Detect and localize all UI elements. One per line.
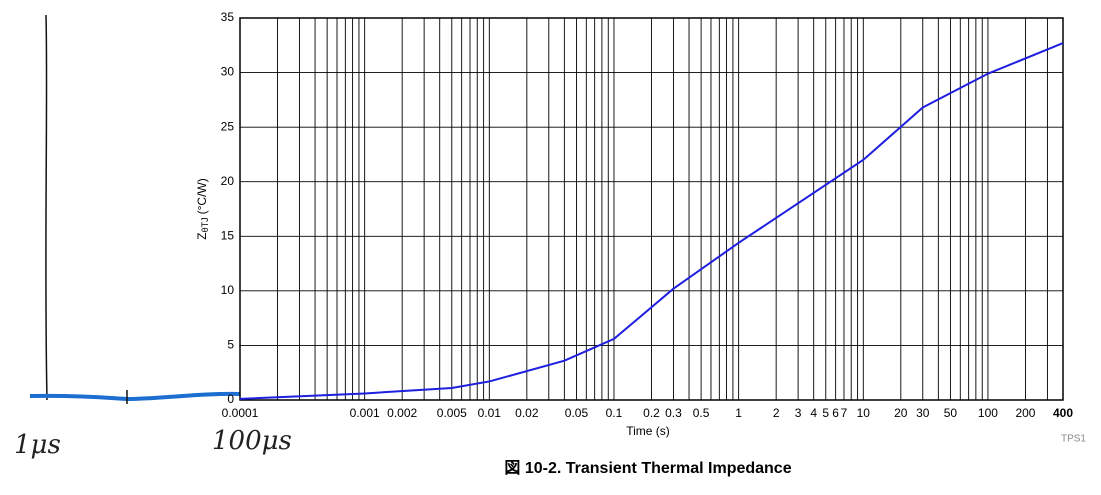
x-tick-label: 1 bbox=[735, 406, 742, 420]
x-tick-label: 2 bbox=[773, 406, 780, 420]
x-tick-label: 400 bbox=[1053, 406, 1073, 420]
y-tick-label: 35 bbox=[221, 10, 235, 24]
x-tick-label: 4 bbox=[810, 406, 817, 420]
x-axis-label: Time (s) bbox=[626, 424, 670, 438]
y-tick-label: 25 bbox=[221, 119, 235, 133]
x-tick-label: 50 bbox=[944, 406, 958, 420]
x-tick-label: 20 bbox=[894, 406, 908, 420]
x-tick-label: 0.001 bbox=[350, 406, 380, 420]
y-tick-label: 15 bbox=[221, 228, 235, 242]
x-tick-label: 0.02 bbox=[515, 406, 539, 420]
x-tick-label: 0.5 bbox=[693, 406, 710, 420]
x-tick-label: 0.0001 bbox=[222, 406, 259, 420]
x-tick-label: 200 bbox=[1015, 406, 1035, 420]
x-tick-label: 0.01 bbox=[478, 406, 502, 420]
y-tick-label: 0 bbox=[227, 392, 234, 406]
annotation: 1μs bbox=[14, 430, 61, 460]
y-label-sub: θTJ bbox=[200, 217, 210, 232]
x-tick-label: 7 bbox=[841, 406, 848, 420]
x-tick-label: 30 bbox=[916, 406, 930, 420]
x-tick-label: 0.1 bbox=[606, 406, 623, 420]
watermark: TPS1 bbox=[1061, 434, 1086, 445]
y-axis-label: ZθTJ (°C/W) bbox=[195, 178, 210, 239]
annotation: 100μs bbox=[212, 426, 292, 456]
y-label-main: Z bbox=[195, 232, 209, 239]
x-tick-label: 3 bbox=[795, 406, 802, 420]
x-tick-label: 0.3 bbox=[665, 406, 682, 420]
y-tick-label: 20 bbox=[221, 174, 235, 188]
y-tick-label: 10 bbox=[221, 283, 235, 297]
x-tick-label: 0.002 bbox=[387, 406, 417, 420]
hand-stroke bbox=[29, 391, 241, 402]
plot-frame bbox=[239, 17, 1064, 401]
x-tick-label: 0.2 bbox=[643, 406, 660, 420]
x-tick-label: 5 bbox=[822, 406, 829, 420]
y-label-unit: (°C/W) bbox=[195, 178, 209, 214]
x-tick-label: 0.005 bbox=[437, 406, 467, 420]
y-tick-label: 30 bbox=[221, 65, 235, 79]
caption: 図 10-2. Transient Thermal Impedance bbox=[504, 459, 791, 477]
hand-line bbox=[45, 14, 48, 401]
x-tick-label: 6 bbox=[832, 406, 839, 420]
x-tick-label: 10 bbox=[857, 406, 871, 420]
x-tick-label: 0.05 bbox=[565, 406, 589, 420]
data-line bbox=[239, 42, 1064, 400]
y-tick-label: 5 bbox=[227, 338, 234, 352]
x-tick-label: 100 bbox=[978, 406, 998, 420]
